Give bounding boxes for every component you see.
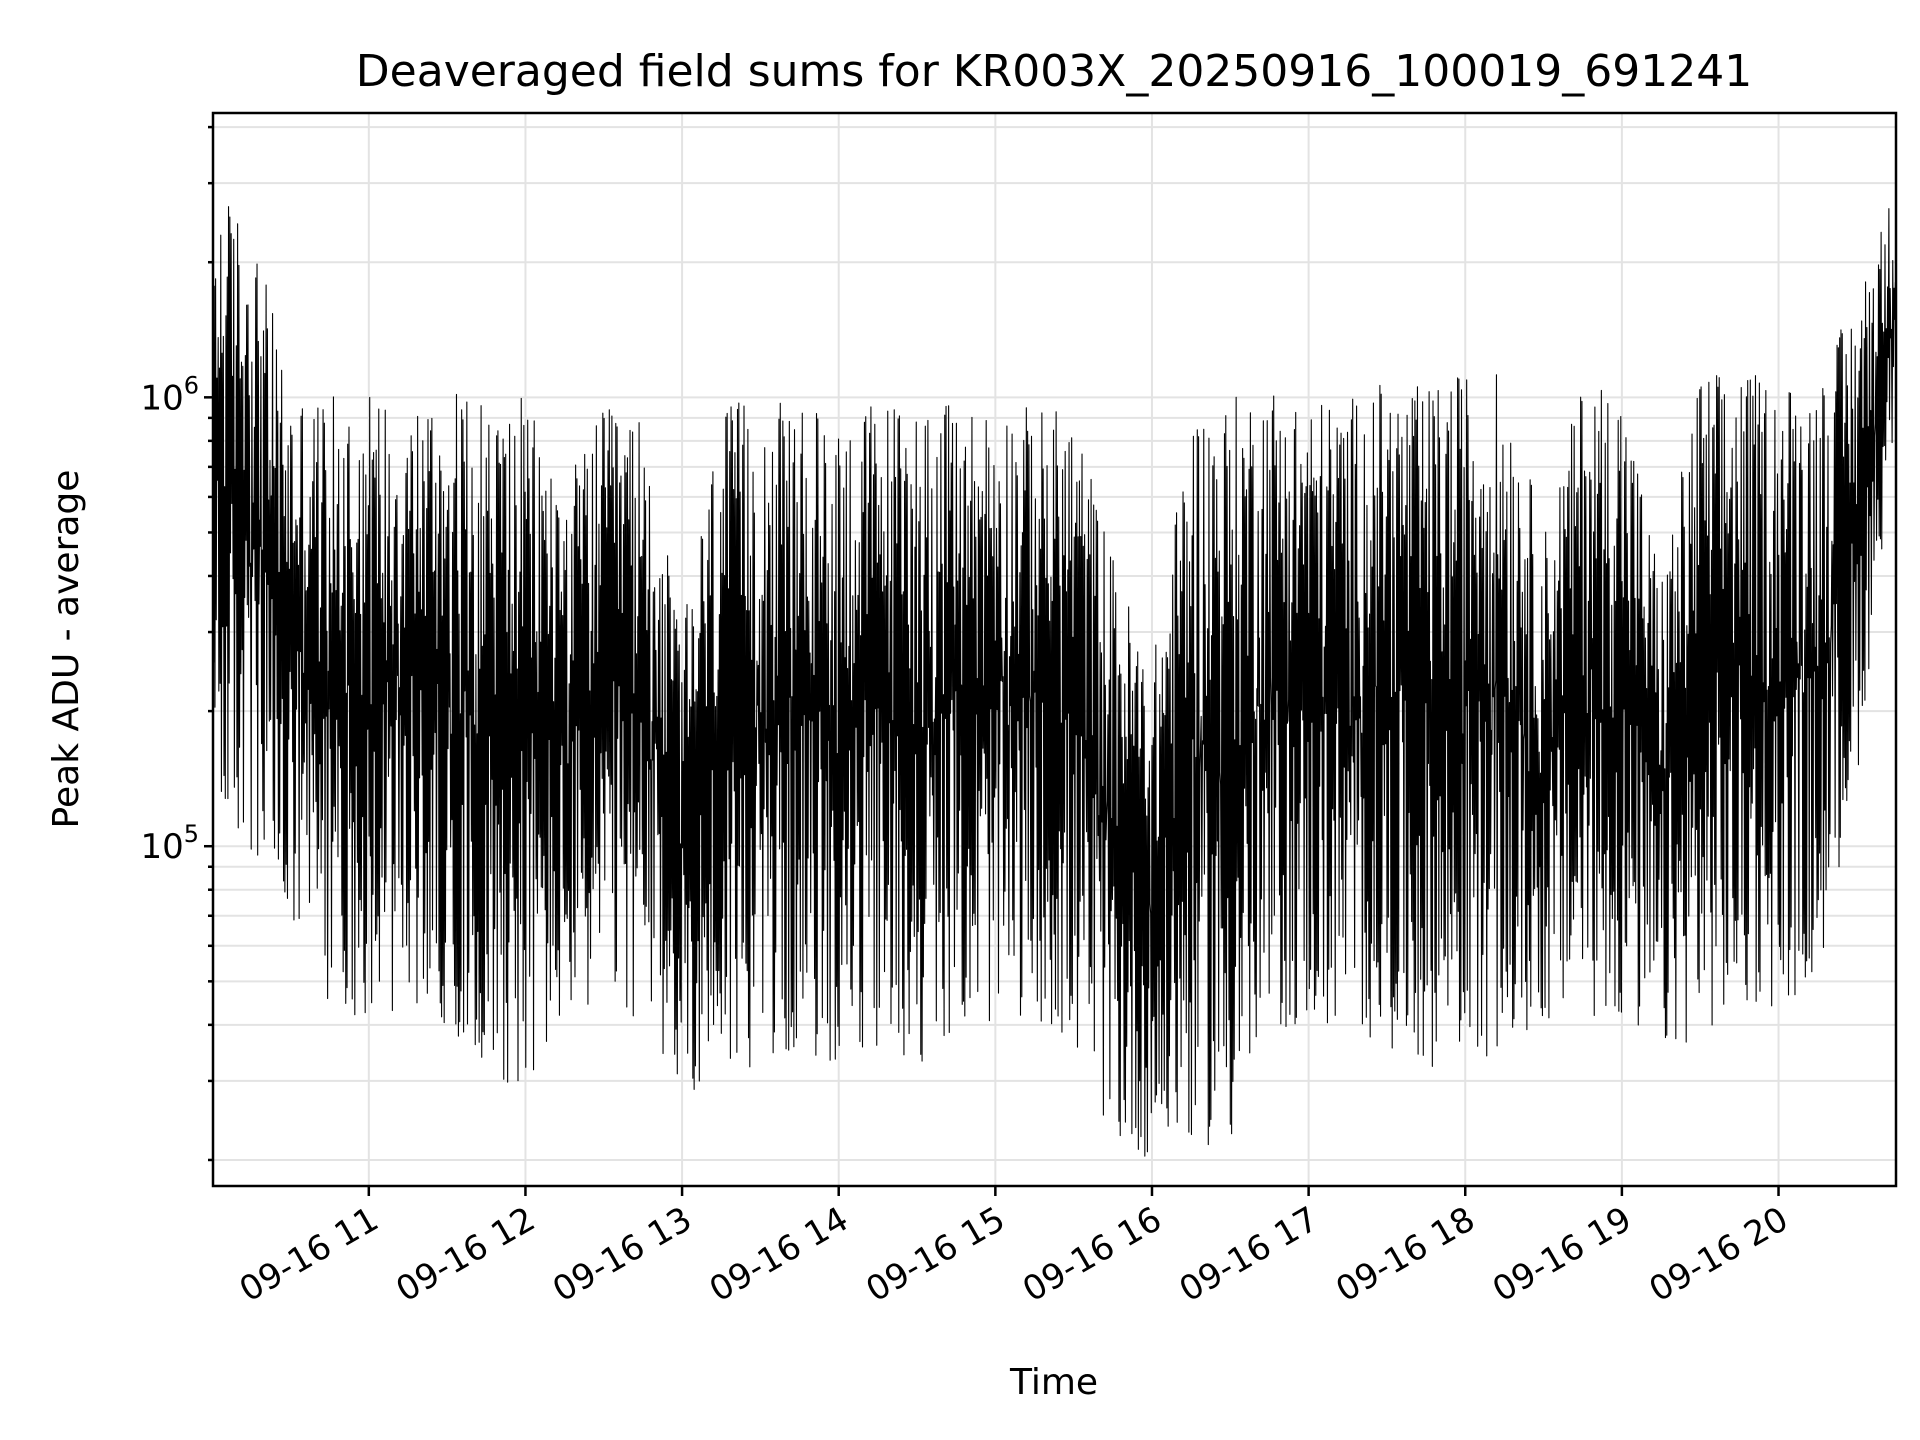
x-tick-label: 09-16 13: [546, 1199, 698, 1310]
x-tick-label: 09-16 17: [1173, 1199, 1325, 1310]
x-axis-label: Time: [1009, 1362, 1098, 1403]
x-tick-label: 09-16 20: [1643, 1199, 1795, 1310]
series-line: [212, 195, 1897, 1157]
series-layer: [212, 195, 1897, 1157]
y-tick-label: 106: [140, 371, 199, 418]
x-tick-label: 09-16 16: [1016, 1199, 1168, 1310]
y-tick-label: 105: [140, 820, 199, 867]
chart-title: Deaveraged field sums for KR003X_2025091…: [356, 46, 1752, 97]
x-tick-label: 09-16 12: [390, 1199, 542, 1310]
plot-frame: [211, 111, 1898, 1188]
x-tick-label: 09-16 14: [703, 1199, 855, 1310]
x-tick-label: 09-16 11: [233, 1199, 385, 1310]
x-tick-label: 09-16 19: [1486, 1199, 1638, 1310]
x-tick-label: 09-16 15: [859, 1199, 1011, 1310]
x-tick-label: 09-16 18: [1329, 1199, 1481, 1310]
y-axis-label: Peak ADU - average: [46, 470, 87, 829]
